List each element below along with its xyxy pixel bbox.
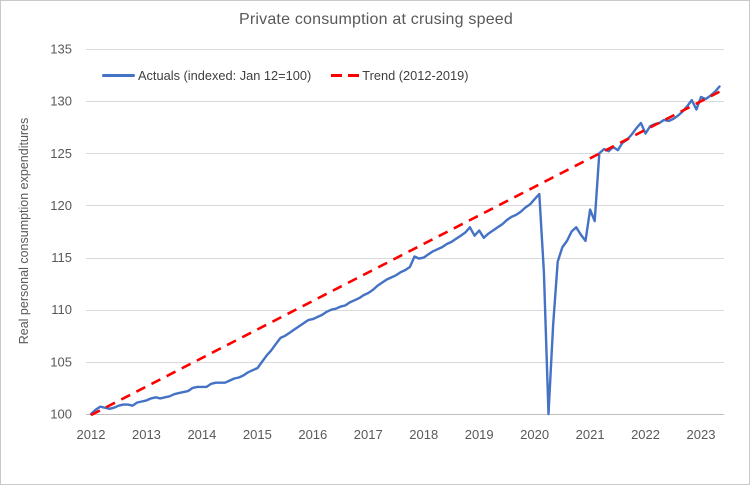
- x-tick-label: 2018: [409, 427, 438, 442]
- legend-label-actuals: Actuals (indexed: Jan 12=100): [138, 67, 312, 83]
- chart-title: Private consumption at crusing speed: [238, 11, 513, 28]
- actuals-line: [89, 85, 721, 416]
- x-tick-label: 2016: [298, 427, 327, 442]
- actuals-line-sample-icon: [102, 73, 135, 77]
- y-tick-label: 115: [51, 250, 72, 265]
- x-tick-label: 2020: [520, 427, 549, 442]
- x-tick-label: 2023: [687, 427, 716, 442]
- x-tick-label: 2017: [354, 427, 383, 442]
- x-tick-label: 2012: [77, 427, 106, 442]
- y-tick-label: 105: [50, 354, 72, 369]
- legend-label-trend: Trend (2012-2019): [362, 67, 469, 83]
- trend-line: [90, 90, 721, 417]
- x-tick-label: 2019: [465, 427, 494, 442]
- y-tick-label: 135: [50, 42, 72, 57]
- y-tick-label: 130: [50, 94, 72, 109]
- y-tick-label: 120: [50, 198, 72, 213]
- x-tick-label: 2014: [187, 427, 216, 442]
- legend: Actuals (indexed: Jan 12=100) Trend (201…: [102, 66, 468, 84]
- trend-dashed-line-sample-icon: [331, 73, 360, 77]
- x-tick-label: 2021: [576, 427, 605, 442]
- y-tick-label: 100: [50, 407, 72, 422]
- legend-item-trend: Trend (2012-2019): [331, 68, 468, 83]
- x-tick-label: 2022: [631, 427, 660, 442]
- y-tick-label: 110: [51, 302, 72, 317]
- legend-item-actuals: Actuals (indexed: Jan 12=100): [102, 68, 311, 83]
- y-tick-label: 125: [50, 146, 72, 161]
- x-tick-label: 2015: [243, 427, 272, 442]
- x-tick-label: 2013: [132, 427, 161, 442]
- y-axis-title: Real personal consumption expenditures: [17, 118, 31, 345]
